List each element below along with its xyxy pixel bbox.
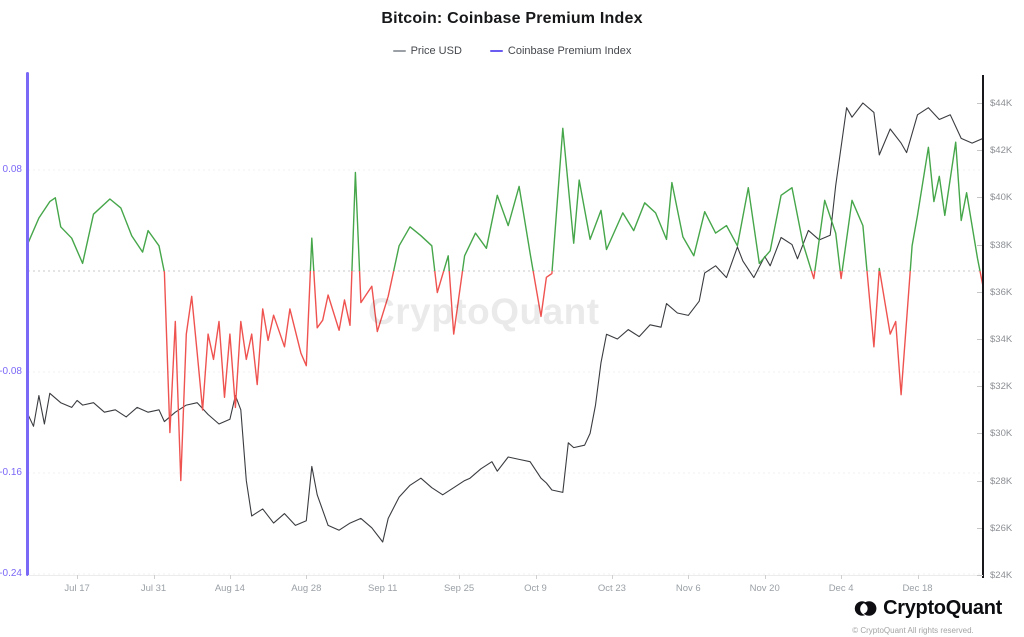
left-axis-tick-label: -0.16	[0, 467, 22, 478]
right-axis-tick-label: $36K	[990, 286, 1013, 298]
x-axis-tick-label: Aug 14	[214, 583, 245, 594]
x-axis-tick-mark	[611, 575, 613, 579]
right-axis-tick-label: $34K	[990, 334, 1013, 345]
right-axis-tick-mark	[977, 386, 982, 388]
right-axis-tick-mark	[977, 244, 982, 246]
x-axis-tick-label: Sep 25	[444, 583, 475, 594]
x-axis-tick-mark	[535, 575, 537, 579]
premium-index-line-negative	[163, 271, 983, 482]
legend-label-coinbase-premium-index: Coinbase Premium Index	[507, 45, 632, 57]
right-axis-tick-label: $42K	[990, 145, 1013, 157]
legend-item-coinbase-premium-index[interactable]: Coinbase Premium Index	[489, 45, 632, 57]
x-axis-tick-mark	[382, 575, 384, 579]
price-usd-line-swatch	[392, 50, 406, 52]
right-axis-tick-label: $24K	[990, 570, 1013, 581]
right-axis-tick-mark	[977, 339, 982, 340]
x-axis-tick-label: Oct 9	[524, 583, 547, 594]
x-axis-tick-label: Sep 11	[368, 583, 398, 594]
right-axis-tick-mark	[977, 480, 982, 482]
right-axis-tick-label: $38K	[990, 239, 1013, 251]
legend-label-price-usd: Price USD	[410, 45, 462, 57]
x-axis-tick-label: Jul 17	[64, 583, 90, 594]
x-axis-tick-mark	[841, 575, 843, 579]
x-axis-tick-label: Nov 20	[749, 583, 780, 594]
x-axis-tick-label: Dec 18	[902, 583, 933, 594]
x-axis-tick-label: Oct 23	[597, 583, 626, 594]
footer-brand[interactable]: CryptoQuant	[854, 597, 1002, 620]
left-axis-line	[26, 72, 29, 576]
x-axis-tick-label: Jul 31	[140, 583, 167, 594]
x-axis-baseline	[28, 575, 983, 576]
x-axis-tick-label: Dec 4	[828, 583, 854, 594]
right-axis-tick-label: $32K	[990, 381, 1013, 393]
chart-svg	[28, 102, 983, 575]
legend: Price USD Coinbase Premium Index	[0, 45, 1024, 57]
x-axis-tick-mark	[306, 575, 308, 579]
chart-plot-area[interactable]: CryptoQuant	[28, 75, 983, 575]
brand-name: CryptoQuant	[883, 597, 1002, 619]
premium-index-line-swatch	[489, 50, 503, 52]
right-axis-tick-mark	[977, 103, 982, 104]
right-axis-tick-label: $26K	[990, 522, 1013, 534]
x-axis-tick-mark	[153, 575, 155, 579]
right-axis-tick-mark	[977, 197, 982, 199]
right-axis-tick-mark	[977, 433, 982, 435]
premium-index-line-positive	[28, 127, 981, 271]
right-axis-tick-mark	[977, 150, 982, 152]
x-axis-tick-mark	[229, 575, 231, 579]
right-axis-tick-mark	[977, 527, 982, 529]
x-axis-tick-label: Nov 6	[675, 583, 701, 594]
gridlines	[28, 169, 983, 575]
x-axis-tick-mark	[77, 575, 79, 579]
right-axis-tick-label: $30K	[990, 428, 1013, 440]
x-axis-tick-label: Aug 28	[291, 583, 322, 594]
x-axis-tick-mark	[764, 575, 766, 579]
left-axis-tick-label: -0.24	[0, 568, 22, 579]
x-axis-tick-mark	[917, 575, 919, 579]
legend-item-price-usd[interactable]: Price USD	[392, 45, 462, 57]
right-axis-line	[982, 75, 984, 578]
right-axis-tick-label: $40K	[990, 192, 1013, 204]
x-axis-tick-mark	[459, 575, 461, 579]
chart-title: Bitcoin: Coinbase Premium Index	[381, 10, 643, 27]
left-axis-tick-label: -0.08	[0, 366, 22, 377]
x-axis-tick-mark	[688, 575, 690, 579]
footer-copyright: © CryptoQuant All rights reserved.	[852, 626, 974, 635]
right-axis-tick-mark	[977, 575, 982, 576]
right-axis-tick-label: $44K	[990, 98, 1013, 109]
price-usd-line	[28, 102, 983, 543]
right-axis-tick-label: $28K	[990, 475, 1013, 487]
right-axis-tick-mark	[977, 291, 982, 293]
left-axis-tick-label: 0.08	[2, 164, 22, 175]
cryptoquant-logo-icon	[854, 601, 877, 616]
